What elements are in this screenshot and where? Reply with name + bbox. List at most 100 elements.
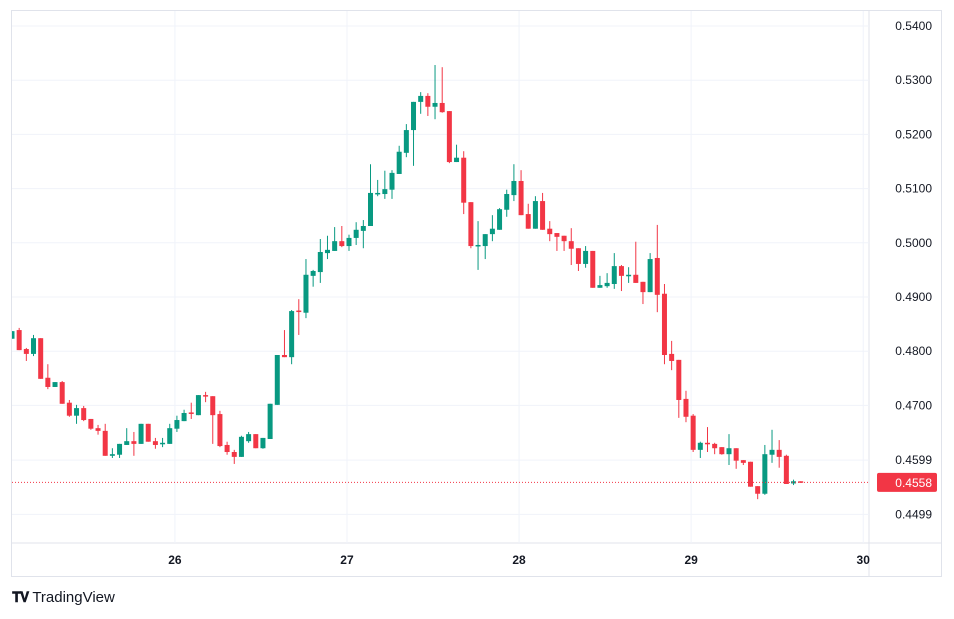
candle-down[interactable] [755, 486, 761, 500]
candle-down[interactable] [683, 390, 689, 423]
candle-down[interactable] [88, 418, 94, 430]
time-axis[interactable]: 26 27 28 29 30 [168, 553, 870, 567]
candle-down[interactable] [740, 460, 746, 466]
candle-up[interactable] [532, 196, 538, 229]
candle-down[interactable] [339, 225, 345, 248]
candle-down[interactable] [798, 481, 804, 483]
candle-down[interactable] [231, 449, 237, 464]
candle-up[interactable] [791, 479, 797, 486]
candle-down[interactable] [23, 347, 29, 361]
candle-down[interactable] [210, 396, 216, 444]
candle-up[interactable] [360, 220, 366, 249]
candle-up[interactable] [762, 444, 768, 495]
candle-down[interactable] [217, 410, 223, 448]
candle-down[interactable] [748, 461, 754, 487]
candle-up[interactable] [74, 404, 80, 424]
candle-up[interactable] [10, 331, 15, 339]
candle-up[interactable] [389, 170, 395, 199]
candle-up[interactable] [475, 221, 481, 270]
candle-down[interactable] [669, 340, 675, 371]
candle-up[interactable] [769, 429, 775, 463]
candle-up[interactable] [403, 124, 409, 158]
candle-down[interactable] [690, 414, 696, 453]
candle-down[interactable] [253, 434, 259, 449]
candle-down[interactable] [152, 437, 158, 449]
candle-down[interactable] [296, 299, 302, 335]
candle-down[interactable] [38, 338, 44, 379]
candle-down[interactable] [618, 265, 624, 292]
candle-down[interactable] [66, 399, 72, 417]
candle-down[interactable] [439, 67, 445, 113]
candle-down[interactable] [188, 402, 194, 419]
candle-up[interactable] [52, 382, 58, 387]
candle-up[interactable] [726, 434, 732, 466]
candle-down[interactable] [81, 405, 87, 422]
candle-up[interactable] [604, 273, 610, 288]
candle-down[interactable] [102, 423, 108, 456]
candle-down[interactable] [719, 447, 725, 455]
candle-up[interactable] [195, 395, 201, 416]
candle-up[interactable] [317, 239, 323, 283]
candle-up[interactable] [411, 101, 417, 166]
candle-up[interactable] [583, 246, 589, 268]
candle-up[interactable] [124, 428, 130, 445]
candle-up[interactable] [138, 423, 144, 444]
candle-up[interactable] [31, 334, 37, 357]
candle-up[interactable] [238, 435, 244, 457]
candle-up[interactable] [324, 235, 330, 260]
candle-up[interactable] [267, 403, 273, 440]
candle-up[interactable] [611, 253, 617, 289]
candle-down[interactable] [661, 283, 667, 365]
candle-up[interactable] [289, 310, 295, 365]
candle-down[interactable] [95, 424, 101, 435]
candle-down[interactable] [145, 423, 151, 442]
candle-up[interactable] [482, 234, 488, 260]
candle-down[interactable] [590, 250, 596, 288]
candle-down[interactable] [281, 330, 287, 358]
candle-down[interactable] [203, 391, 209, 403]
candle-up[interactable] [454, 144, 460, 163]
candle-up[interactable] [382, 170, 388, 199]
candle-up[interactable] [418, 92, 424, 114]
candle-up[interactable] [353, 222, 359, 245]
candle-up[interactable] [117, 443, 123, 458]
candle-down[interactable] [446, 111, 452, 164]
candle-up[interactable] [274, 354, 280, 405]
candle-up[interactable] [511, 164, 517, 202]
candle-up[interactable] [181, 409, 187, 422]
tradingview-logo[interactable]: 𝐓𝐕 TradingView [12, 589, 115, 606]
candle-down[interactable] [712, 442, 718, 455]
candle-down[interactable] [131, 431, 137, 456]
candle-down[interactable] [540, 192, 546, 230]
candle-down[interactable] [575, 248, 581, 271]
candle-down[interactable] [461, 151, 467, 215]
candle-up[interactable] [160, 437, 166, 448]
candle-up[interactable] [332, 227, 338, 251]
price-axis[interactable]: 0.5400 0.5300 0.5200 0.5100 0.5000 0.4900 0.48… [895, 19, 932, 521]
candle-down[interactable] [525, 203, 531, 229]
candle-up[interactable] [167, 423, 173, 444]
candle-down[interactable] [733, 448, 739, 469]
candle-up[interactable] [647, 253, 653, 293]
candle-down[interactable] [776, 440, 782, 468]
candle-up[interactable] [174, 415, 180, 432]
candle-up[interactable] [375, 179, 381, 197]
candle-up[interactable] [260, 437, 266, 449]
candle-up[interactable] [597, 275, 603, 288]
candle-down[interactable] [468, 202, 474, 249]
candle-down[interactable] [633, 241, 639, 283]
candle-down[interactable] [654, 224, 660, 313]
candle-down[interactable] [568, 228, 574, 266]
candle-down[interactable] [783, 454, 789, 484]
candle-down[interactable] [16, 327, 22, 351]
candle-down[interactable] [59, 381, 65, 404]
candle-down[interactable] [704, 427, 710, 453]
candle-up[interactable] [489, 215, 495, 242]
candle-down[interactable] [676, 359, 682, 418]
candle-down[interactable] [640, 281, 646, 305]
candle-up[interactable] [504, 189, 510, 217]
candle-up[interactable] [346, 234, 352, 251]
candle-up[interactable] [497, 208, 503, 230]
candle-down[interactable] [561, 235, 567, 251]
